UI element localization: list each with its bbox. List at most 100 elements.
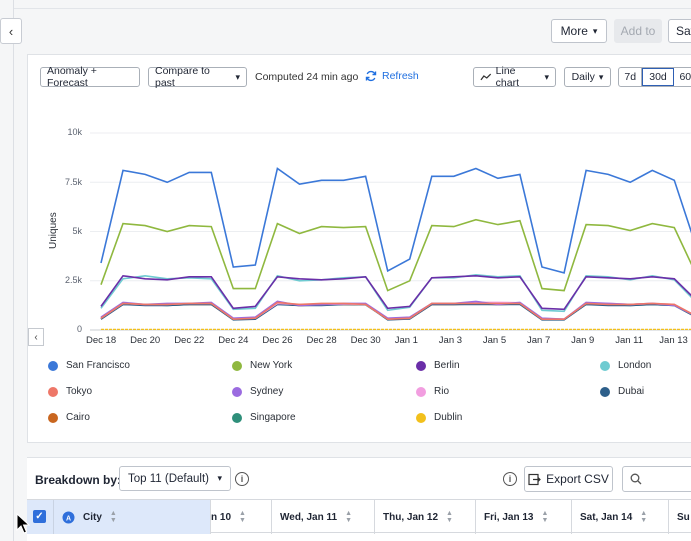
collapse-panel-button[interactable]: ‹ <box>0 18 22 44</box>
range-60d[interactable]: 60 <box>679 71 691 83</box>
range-30d[interactable]: 30d <box>642 68 674 86</box>
segment-icon: A <box>62 511 75 523</box>
column-header-jan-15[interactable]: Su <box>669 500 691 534</box>
line-chart-icon <box>480 73 492 81</box>
add-to-label: Add to <box>620 24 656 38</box>
legend-item[interactable]: San Francisco <box>48 360 130 371</box>
x-tick-label: Dec 28 <box>306 335 337 346</box>
chart-type-select[interactable]: Line chart ▾ <box>473 65 556 89</box>
legend-label: San Francisco <box>66 360 130 371</box>
legend-swatch <box>232 360 242 371</box>
column-header-jan-12[interactable]: Thu, Jan 12 ▲ ▼ <box>375 500 476 534</box>
sort-icon: ▲ ▼ <box>541 510 549 524</box>
legend-swatch <box>416 360 426 371</box>
legend-label: Dubai <box>618 386 645 397</box>
legend-swatch <box>600 360 610 371</box>
sort-icon: ▲ ▼ <box>640 510 648 524</box>
legend-item[interactable]: Dublin <box>416 412 462 423</box>
x-tick-label: Dec 24 <box>218 335 249 346</box>
series-line-london[interactable] <box>100 273 691 313</box>
refresh-button[interactable]: Refresh <box>365 70 419 82</box>
info-icon[interactable]: i <box>235 472 249 486</box>
column-header-jan-13[interactable]: Fri, Jan 13 ▲ ▼ <box>476 500 572 534</box>
column-header-jan-14[interactable]: Sat, Jan 14 ▲ ▼ <box>572 500 669 534</box>
chevron-down-icon: ▾ <box>598 71 604 82</box>
legend-item[interactable]: Tokyo <box>48 386 92 397</box>
select-all-checkbox[interactable]: ✓ <box>33 510 46 523</box>
column-label: n 10 <box>211 511 232 523</box>
series-line-berlin[interactable] <box>100 274 691 311</box>
column-header-city[interactable]: ✓ A City ▲ ▼ <box>27 500 211 534</box>
series-line-tokyo[interactable] <box>100 301 691 321</box>
legend-label: Sydney <box>250 386 284 397</box>
column-label: Wed, Jan 11 <box>280 511 338 523</box>
legend-swatch <box>416 386 426 397</box>
legend-swatch <box>48 360 58 371</box>
chevron-down-icon: ▾ <box>544 71 549 82</box>
more-button[interactable]: More ▾ <box>551 19 607 43</box>
breakdown-section: Breakdown by: Top 11 (Default) ▾ i i Exp… <box>27 457 691 541</box>
chart-scroll-left-button[interactable]: ‹ <box>28 328 44 346</box>
anomaly-forecast-button[interactable]: Anomaly + Forecast <box>40 65 140 89</box>
compare-to-past-button[interactable]: Compare to past ▾ <box>148 65 247 89</box>
legend-label: Dublin <box>434 412 463 423</box>
interval-label: Daily <box>571 71 595 83</box>
column-header-jan-10[interactable]: n 10 ▲ ▼ <box>211 500 272 534</box>
x-tick-label: Jan 3 <box>438 335 463 346</box>
sort-icon: ▲ ▼ <box>109 510 117 524</box>
refresh-icon <box>365 70 377 82</box>
breakdown-select[interactable]: Top 11 (Default) ▾ <box>119 466 231 491</box>
legend-item[interactable]: Singapore <box>232 412 296 423</box>
column-label: Su <box>677 511 690 523</box>
legend-label: Berlin <box>434 360 460 371</box>
x-tick-label: Dec 20 <box>130 335 161 346</box>
column-header-jan-11[interactable]: Wed, Jan 11 ▲ ▼ <box>272 500 375 534</box>
column-label: City <box>83 511 102 523</box>
legend-item[interactable]: Cairo <box>48 412 90 423</box>
legend-item[interactable]: Sydney <box>232 386 283 397</box>
info-icon[interactable]: i <box>503 472 517 486</box>
legend-item[interactable]: London <box>600 360 651 371</box>
series-line-san-francisco[interactable] <box>100 167 691 274</box>
sort-icon: ▲ ▼ <box>446 510 453 524</box>
range-selector: 7d 30d 60 <box>618 67 691 87</box>
legend-swatch <box>600 386 610 397</box>
mouse-cursor-icon <box>16 513 30 534</box>
interval-select[interactable]: Daily ▾ <box>564 67 611 87</box>
chevron-down-icon: ▾ <box>217 473 222 483</box>
legend-label: Rio <box>434 386 450 397</box>
legend-item[interactable]: Rio <box>416 386 449 397</box>
add-to-button[interactable]: Add to <box>614 19 662 43</box>
top-divider <box>14 8 691 9</box>
anomaly-label: Anomaly + Forecast <box>47 65 97 89</box>
sort-icon: ▲ ▼ <box>239 510 246 524</box>
legend-item[interactable]: Dubai <box>600 386 644 397</box>
export-csv-button[interactable]: Export CSV <box>524 466 613 492</box>
left-gutter <box>0 0 14 541</box>
x-tick-label: Dec 18 <box>86 335 117 346</box>
series-line-new-york[interactable] <box>100 218 691 292</box>
x-tick-label: Jan 1 <box>394 335 418 346</box>
legend-swatch <box>232 386 242 397</box>
column-label: Fri, Jan 13 <box>484 511 534 523</box>
legend-label: New York <box>250 360 293 371</box>
legend-item[interactable]: New York <box>232 360 292 371</box>
breakdown-select-value: Top 11 (Default) <box>128 472 209 485</box>
chart-card: Anomaly + Forecast Compare to past ▾ Com… <box>27 54 691 443</box>
legend-item[interactable]: Berlin <box>416 360 460 371</box>
range-7d[interactable]: 7d <box>619 68 643 86</box>
refresh-label: Refresh <box>382 70 419 82</box>
y-tick-label: 2.5k <box>64 275 82 285</box>
sort-icon: ▲ ▼ <box>345 510 353 524</box>
y-tick-label: 0 <box>76 324 82 334</box>
breakdown-label: Breakdown by: <box>35 473 122 487</box>
x-tick-label: Jan 7 <box>527 335 551 346</box>
save-button[interactable]: Sav <box>668 19 691 43</box>
search-input[interactable] <box>622 466 691 492</box>
y-tick-label: 5k <box>72 226 82 236</box>
computed-status: Computed 24 min ago <box>255 71 359 83</box>
x-tick-label: Jan 9 <box>571 335 595 346</box>
x-tick-label: Jan 11 <box>615 335 644 346</box>
legend-swatch <box>416 412 426 423</box>
